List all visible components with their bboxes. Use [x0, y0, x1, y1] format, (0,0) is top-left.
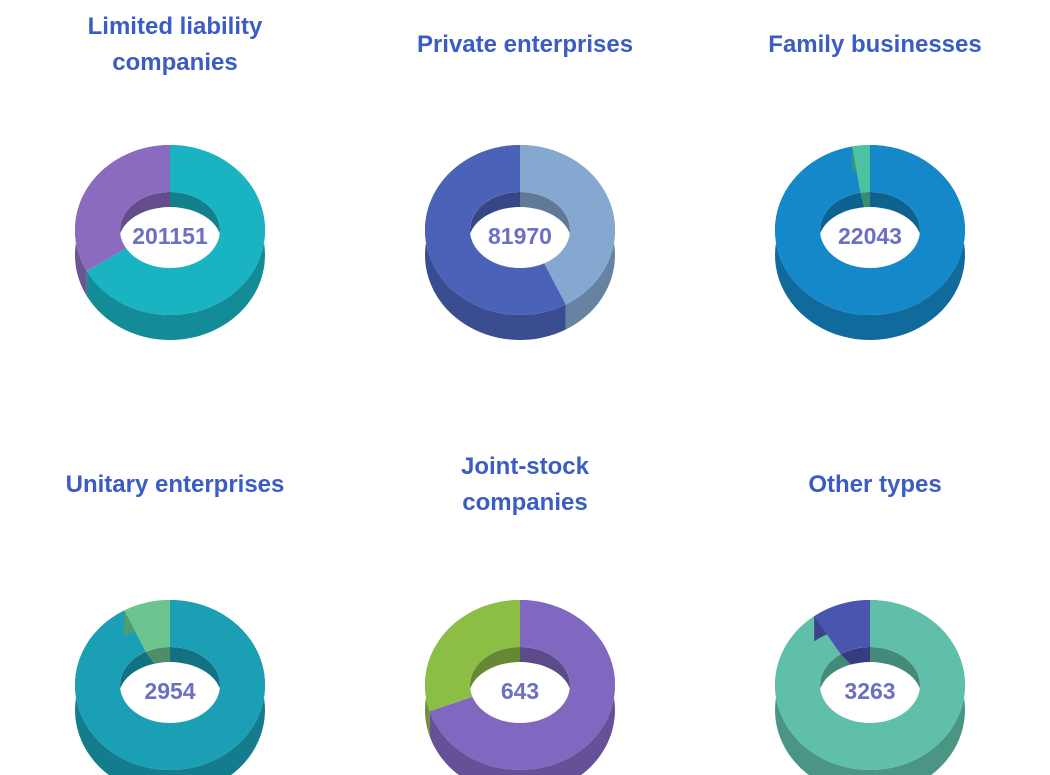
donut-slice: [86, 145, 265, 340]
chart-title: Limited liability companies: [87, 13, 263, 76]
slice-top: [429, 600, 615, 770]
donut-slice: [775, 600, 965, 775]
center-total: 643: [501, 678, 539, 704]
donut-slice: [520, 145, 615, 330]
chart-panel: Family businesses 22043: [700, 0, 1050, 387]
donut-chart: 2954: [75, 600, 265, 775]
slice-top: [75, 145, 170, 271]
chart-title: Unitary enterprises: [65, 471, 285, 498]
chart-title: Private enterprises: [416, 31, 634, 58]
slice-top: [124, 600, 170, 652]
center-total: 3263: [844, 678, 895, 704]
donut-slice: [429, 600, 615, 775]
donut-chart: 81970: [425, 145, 615, 340]
donut-slice: [75, 145, 170, 296]
chart-panel: Unitary enterprises 2954: [0, 387, 350, 775]
slice-side: [775, 600, 965, 775]
donut-slice: [425, 145, 566, 340]
donut-slice: [775, 145, 965, 340]
chart-panel: Other types 3263: [700, 387, 1050, 775]
hole: [470, 207, 570, 268]
slice-top: [425, 145, 566, 315]
chart-title: Other types: [808, 471, 942, 498]
slice-top: [86, 145, 265, 315]
slice-top: [852, 145, 870, 193]
donut-slice: [425, 600, 520, 737]
slice-top: [775, 145, 965, 315]
chart-panel: Limited liability companies 201151: [0, 0, 350, 387]
donut-chart: 201151: [75, 145, 265, 340]
donut-chart: 22043: [775, 145, 965, 340]
donut-slice: [75, 600, 265, 775]
hole: [820, 662, 920, 723]
center-total: 2954: [144, 678, 195, 704]
slice-side: [429, 600, 615, 775]
hole: [120, 662, 220, 723]
hole: [820, 207, 920, 268]
slice-side: [425, 145, 566, 340]
slice-side: [75, 600, 265, 775]
slice-top: [520, 145, 615, 305]
center-total: 201151: [132, 223, 208, 249]
donut-slice: [124, 600, 170, 652]
donut-slice: [852, 145, 870, 193]
slice-top: [814, 600, 870, 655]
donut-chart: 643: [425, 600, 615, 775]
chart-panel: Private enterprises 81970: [350, 0, 700, 387]
chart-panel: Joint-stock companies 643: [350, 387, 700, 775]
donut-slice: [814, 600, 870, 655]
chart-title: Joint-stock companies: [460, 453, 589, 516]
chart-title: Family businesses: [768, 31, 982, 58]
donut-chart: 3263: [775, 600, 965, 775]
hole: [470, 662, 570, 723]
slice-top: [425, 600, 520, 712]
slice-top: [75, 600, 265, 770]
slice-top: [775, 600, 965, 770]
hole: [120, 207, 220, 268]
center-total: 22043: [838, 223, 902, 249]
center-total: 81970: [488, 223, 552, 249]
